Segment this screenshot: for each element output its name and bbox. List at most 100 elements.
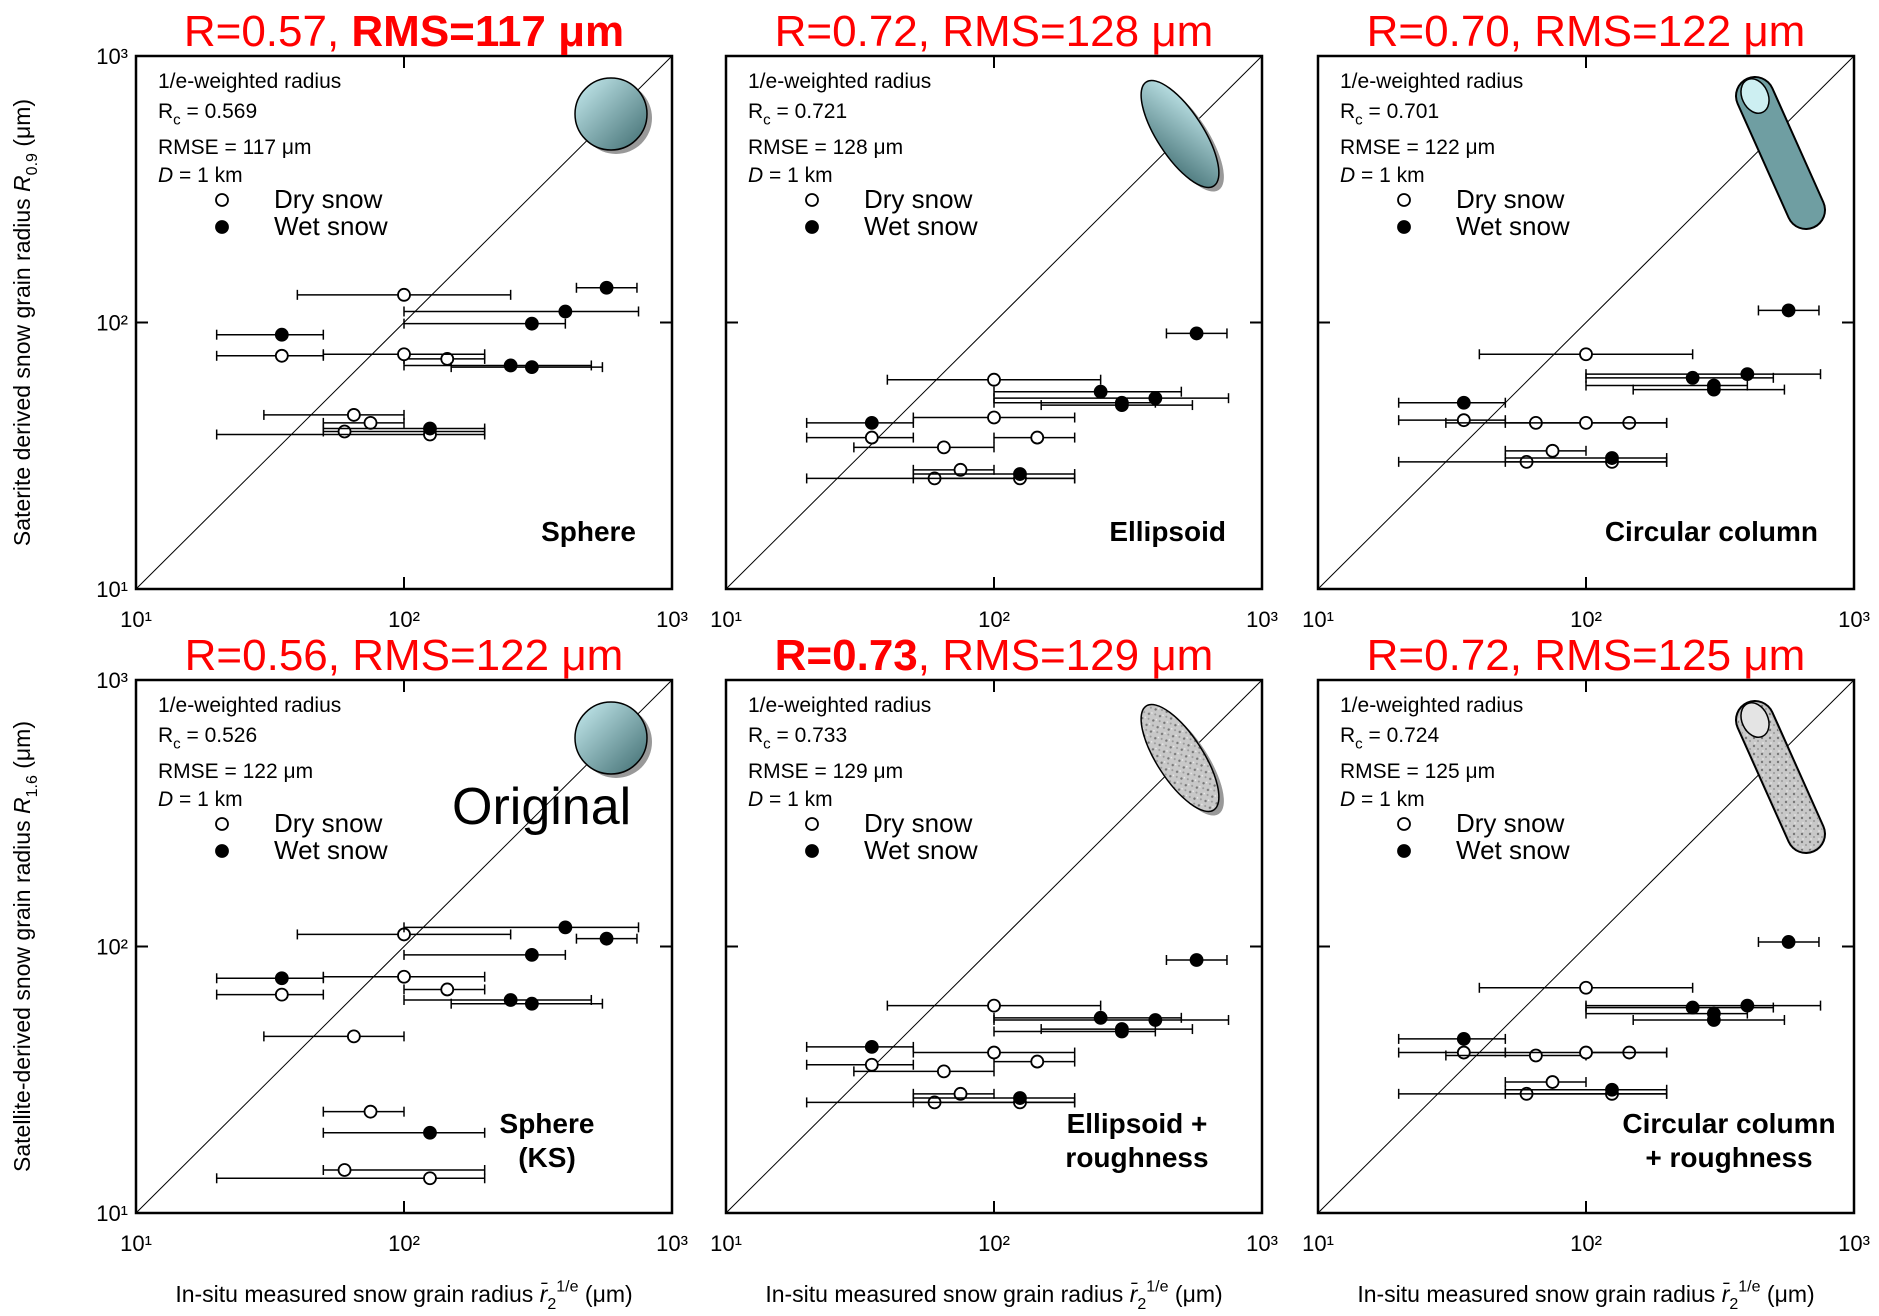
chart-title: R=0.72, RMS=128 μm (775, 7, 1214, 56)
legend-marker (215, 193, 229, 207)
annotation: RMSE = 125 μm (1340, 760, 1495, 783)
data-point (864, 1057, 879, 1072)
text-part: = 0.721 (771, 100, 847, 123)
text-part: R=0.57, (184, 7, 352, 56)
data-point (1781, 303, 1796, 318)
text-part: (μm) (1761, 1281, 1815, 1307)
x-tick-label: 10¹ (710, 1231, 742, 1256)
text-part: 1/e-weighted radius (158, 70, 341, 93)
text-part: (μm) (1169, 1281, 1223, 1307)
text-part: c (173, 111, 181, 128)
data-point (524, 947, 539, 962)
text-part: R=0.73 (775, 631, 918, 680)
x-tick-label: 10³ (656, 607, 688, 632)
data-point (1093, 384, 1108, 399)
data-point (337, 1163, 352, 1177)
data-point (1579, 347, 1593, 362)
text-part: D (1340, 164, 1355, 187)
data-point (1013, 467, 1027, 481)
data-point (397, 969, 411, 984)
text-part: Saterite derived snow grain radius (9, 192, 35, 546)
x-tick-label: 10² (1570, 1231, 1602, 1256)
annotation: Rc = 0.733 (748, 724, 847, 752)
text-part: RMSE = 122 μm (1340, 136, 1495, 159)
text-part: 1/e (556, 1279, 578, 1296)
annotation: 1/e-weighted radius (158, 70, 341, 93)
shape-cap (1740, 78, 1770, 114)
text-part: = 0.526 (181, 724, 257, 747)
legend-label: Wet snow (274, 211, 388, 241)
text-part: R (748, 724, 763, 747)
annotation: D = 1 km (158, 164, 243, 187)
x-tick-label: 10² (1570, 607, 1602, 632)
chart-title: R=0.70, RMS=122 μm (1367, 7, 1806, 56)
text-part: 1/e-weighted radius (1340, 70, 1523, 93)
data-point (1706, 1013, 1721, 1027)
text-part: R=0.56, RMS=122 μm (185, 631, 624, 680)
text-part: 2 (547, 1296, 556, 1313)
data-point (1456, 1032, 1471, 1046)
data-point (599, 280, 614, 295)
x-tick-label: 10³ (1246, 607, 1278, 632)
data-point (987, 410, 1001, 425)
data-point (1528, 1048, 1543, 1063)
text-part: (μm) (579, 1281, 633, 1307)
data-point (1456, 395, 1471, 410)
annotation: 1/e-weighted radius (748, 694, 931, 717)
text-part: 1/e (1146, 1279, 1168, 1296)
legend-label: Dry snow (1456, 808, 1565, 838)
panel: 10¹ 10² 10³ R=0.72, RMS=128 μm 1/e-weighted … (710, 7, 1278, 632)
x-axis-label: In-situ measured snow grain radius r̄21/… (1357, 1279, 1814, 1313)
text-part: c (763, 735, 771, 752)
data-point (1030, 1054, 1045, 1069)
text-part: Satellite-derived snow grain radius (9, 814, 35, 1172)
legend-marker (215, 844, 229, 858)
shape-label: Ellipsoid (1109, 516, 1226, 547)
text-part: r̄ (1130, 1281, 1139, 1307)
text-part: c (173, 735, 181, 752)
shape-cap (1740, 702, 1770, 738)
shape-icon (574, 701, 648, 775)
data-point (274, 971, 289, 986)
data-point (558, 304, 573, 319)
text-part: R=0.70, RMS=122 μm (1367, 7, 1806, 56)
data-point (599, 931, 614, 946)
data-point (1093, 1010, 1108, 1025)
text-part: R=0.72, RMS=128 μm (775, 7, 1214, 56)
annotation: D = 1 km (158, 788, 243, 811)
data-point (423, 421, 437, 436)
legend-marker (215, 817, 229, 831)
text-part: D (1340, 788, 1355, 811)
text-part: r̄ (540, 1281, 549, 1307)
text-part: R (9, 175, 35, 192)
data-point (1545, 443, 1560, 458)
x-tick-label: 10¹ (1302, 1231, 1334, 1256)
data-point (440, 982, 455, 997)
data-point (363, 416, 378, 430)
legend-marker (805, 817, 819, 831)
annotation: Rc = 0.569 (158, 100, 257, 128)
data-point (1579, 1045, 1593, 1060)
panel: 10¹ 10² 10³ R=0.72, RMS=125 μm In-situ measu… (1302, 631, 1870, 1313)
annotation: D = 1 km (748, 164, 833, 187)
shape-label: Sphere (500, 1108, 595, 1139)
data-point (987, 998, 1001, 1013)
text-part: r̄ (1722, 1281, 1731, 1307)
text-part: RMS=117 μm (351, 7, 624, 56)
text-part: R (158, 724, 173, 747)
text-part: RMSE = 125 μm (1340, 760, 1495, 783)
data-point (1685, 370, 1700, 385)
data-point (864, 430, 879, 445)
data-point (953, 462, 968, 477)
data-point (953, 1086, 968, 1101)
text-part: In-situ measured snow grain radius (765, 1281, 1129, 1307)
shape-icon (1140, 79, 1220, 189)
annotation: Rc = 0.701 (1340, 100, 1439, 128)
data-point (1456, 413, 1471, 428)
x-tick-label: 10¹ (120, 1231, 152, 1256)
note: Original (452, 778, 631, 836)
legend-marker (1397, 220, 1411, 234)
text-part: = 0.569 (181, 100, 257, 123)
